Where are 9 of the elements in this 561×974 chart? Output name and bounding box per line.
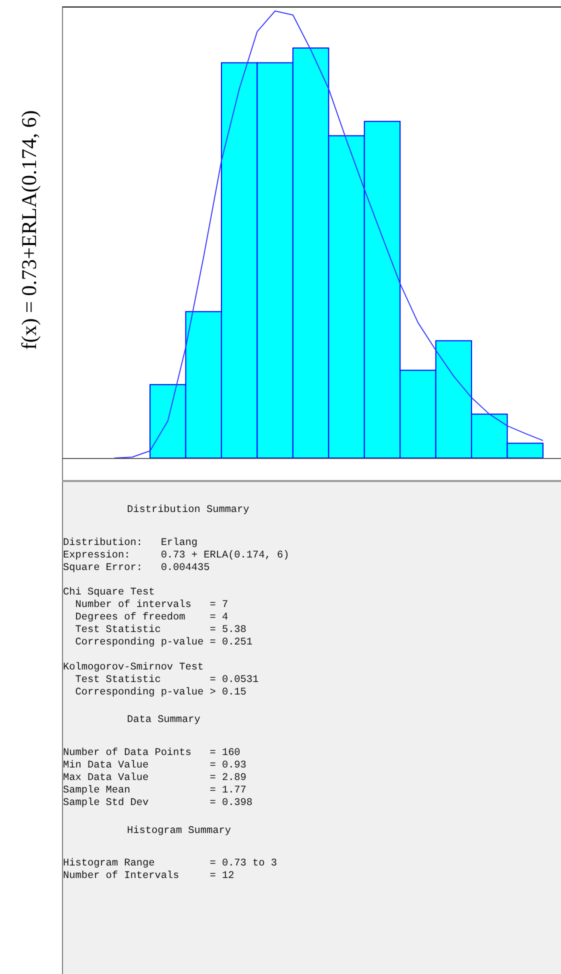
text: Histogram Summary [127, 824, 231, 837]
text: Number of Data Points = 160 Min Data Value = 0.93 Max Data Value = 2.89 Sample Mean = 1.77 Sample Std Dev = 0.398 [63, 747, 253, 809]
y-axis-title: f(x) = 0.73+ERLA(0.174, 6) [17, 110, 41, 350]
text: Histogram Range = 0.73 to 3 Number of Intervals = 12 [63, 858, 277, 882]
text: Chi Square Test Number of intervals = 7 Degrees of freedom = 4 Test Statistic = 5.38 Corresponding p-value = 0.251 [63, 586, 253, 648]
text: Distribution: Erlang Expression: 0.73 + ERLA(0.174, 6) Square Error: 0.004435 [63, 536, 290, 574]
text: Distribution Summary [127, 504, 250, 516]
text: Data Summary [127, 715, 200, 726]
text: Kolmogorov-Smirnov Test Test Statistic = 0.0531 Corresponding p-value > 0.15 [63, 661, 259, 698]
